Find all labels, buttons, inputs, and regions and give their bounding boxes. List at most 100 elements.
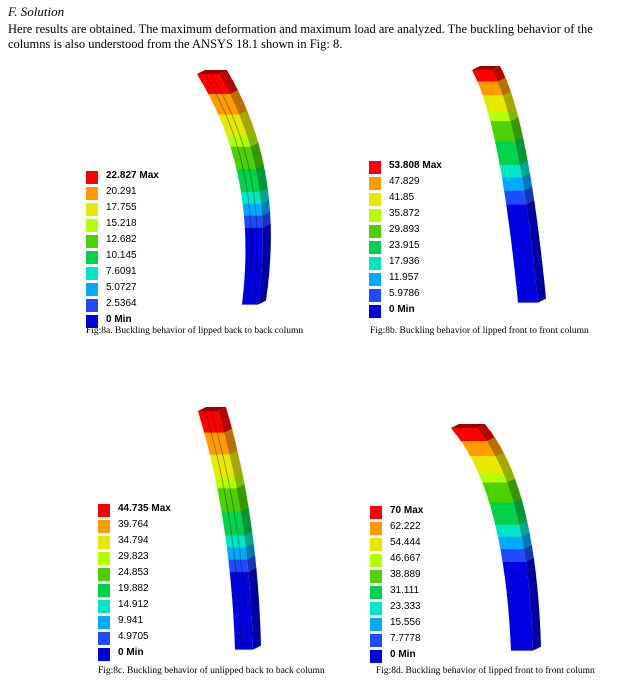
column-seam-line (210, 73, 258, 305)
column-segment (225, 535, 246, 549)
column-segment (514, 266, 537, 285)
legend-swatch (98, 648, 110, 661)
column-segment (212, 465, 235, 478)
legend-swatch (98, 584, 110, 597)
legend-swatch (370, 522, 382, 535)
column-seam-line (204, 73, 252, 305)
column-top-cap (197, 70, 227, 74)
legend-swatch (86, 171, 98, 184)
column-segment (516, 284, 538, 303)
column-segment (507, 603, 532, 620)
column-segment (233, 622, 253, 637)
column-segment (241, 192, 262, 205)
legend-label: 20.291 (106, 186, 137, 197)
figure-caption-8d: Fig:8d. Buckling behavior of lipped fron… (376, 666, 595, 676)
legend-swatch (369, 161, 381, 174)
column-segment (244, 265, 263, 279)
column-side-segment (247, 555, 257, 573)
column-segment (214, 476, 237, 489)
legend-label: 12.682 (106, 234, 137, 245)
legend-label: 7.6091 (106, 266, 137, 277)
column-segment (239, 180, 260, 193)
column-side-segment (244, 531, 254, 549)
column-side-segment (243, 121, 256, 137)
column-side-segment (234, 472, 245, 489)
legend-label: 0 Min (390, 649, 416, 660)
column-segment (233, 157, 256, 170)
column-side-segment (245, 543, 256, 561)
legend-swatch (370, 618, 382, 631)
legend-label: 22.827 Max (106, 170, 159, 181)
legend-swatch (98, 600, 110, 613)
legend-label: 70 Max (390, 505, 424, 516)
column-segment (465, 448, 496, 457)
column-segment (244, 227, 263, 241)
column-model-8b (472, 66, 546, 303)
column-segment (510, 634, 533, 651)
column-side-segment (234, 100, 248, 116)
legend-swatch (369, 225, 381, 238)
column-side-segment (515, 137, 526, 154)
legend-swatch (369, 209, 381, 222)
column-segment (226, 135, 251, 148)
legend-swatch (86, 235, 98, 248)
column-segment (245, 240, 263, 254)
column-side-segment (253, 153, 264, 170)
column-side-segment (507, 107, 519, 122)
column-segment (245, 252, 263, 266)
legend-label: 23.915 (389, 240, 420, 251)
column-segment (508, 219, 531, 236)
column-side-segment (494, 71, 506, 82)
legend-label: 39.764 (118, 519, 149, 530)
column-side-segment (229, 450, 240, 467)
column-segment (477, 81, 501, 89)
legend-swatch (369, 241, 381, 254)
column-side-segment (262, 211, 271, 229)
column-side-segment (519, 520, 530, 538)
legend-label: 15.218 (106, 218, 137, 229)
column-side-segment (262, 223, 271, 241)
legend-swatch (98, 568, 110, 581)
legend-label: 47.829 (389, 176, 420, 187)
body-paragraph: Here results are obtained. The maximum d… (8, 22, 593, 51)
figure-caption-8c: Fig:8c. Buckling behavior of unlipped ba… (98, 666, 325, 676)
column-seam-line (210, 410, 248, 650)
column-segment (486, 492, 514, 504)
column-side-segment (218, 407, 230, 423)
column-segment (512, 250, 535, 268)
column-side-segment (249, 580, 259, 598)
legend-label: 31.111 (390, 585, 420, 596)
column-side-segment (224, 79, 238, 95)
column-side-segment (239, 110, 252, 126)
column-side-segment (512, 127, 524, 143)
column-seam-line (204, 410, 242, 650)
column-side-segment (519, 160, 530, 179)
column-segment (218, 114, 244, 126)
column-segment (509, 618, 533, 635)
column-segment (480, 87, 503, 96)
column-side-segment (232, 461, 243, 478)
column-segment (495, 524, 522, 538)
legend-label: 2.5364 (106, 298, 137, 309)
legend-label: 34.794 (118, 535, 149, 546)
section-heading: F. Solution (8, 4, 65, 19)
column-segment (497, 153, 520, 166)
legend-label: 62.222 (390, 521, 421, 532)
column-top-cap (198, 407, 226, 411)
column-side-segment (495, 452, 508, 465)
column-side-segment (530, 599, 540, 620)
column-side-segment (229, 89, 243, 105)
column-segment (482, 482, 511, 493)
column-side-segment (524, 186, 535, 206)
column-segment (474, 75, 498, 82)
column-top-cap (472, 66, 500, 70)
column-side-segment (219, 70, 233, 85)
legend-label: 17.936 (389, 256, 420, 267)
column-segment (226, 547, 248, 561)
column-segment (222, 125, 248, 137)
column-side-segment (261, 199, 271, 217)
column-side-segment (534, 262, 545, 285)
column-side-segment (224, 428, 235, 444)
column-segment (492, 513, 520, 526)
legend-swatch (369, 177, 381, 190)
